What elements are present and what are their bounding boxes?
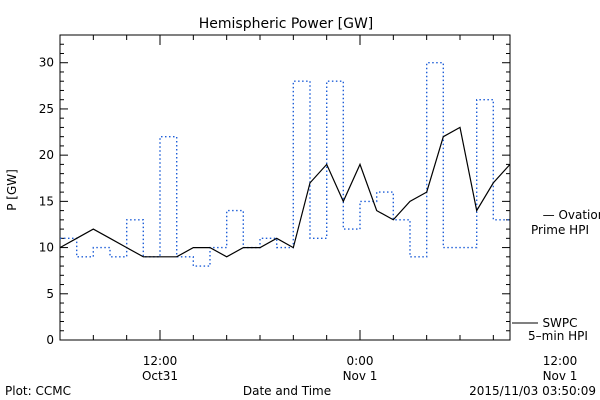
y-tick-label: 25 (39, 102, 54, 116)
chart-title: Hemispheric Power [GW] (199, 16, 374, 32)
legend-swpc-line1: SWPC (542, 316, 577, 330)
x-tick-label-time: 12:00 (543, 354, 578, 368)
series-swpc-line (59, 126, 511, 258)
y-tick-label: 0 (46, 333, 54, 347)
legend-ovation-prime: — Ovation Prime HPI (531, 208, 600, 237)
y-tick-label: 20 (39, 148, 54, 162)
y-tick-label: 15 (39, 194, 54, 208)
y-tick-label: 30 (39, 56, 54, 70)
x-tick-label-date: Oct31 (142, 369, 178, 383)
plot-credit: Plot: CCMC (5, 384, 71, 398)
legend-ovation-line2: Prime HPI (531, 223, 589, 237)
x-axis-label: Date and Time (243, 384, 331, 398)
y-tick-label: 10 (39, 241, 54, 255)
timestamp: 2015/11/03 03:50:09 (469, 384, 596, 398)
y-tick-label: 5 (46, 287, 54, 301)
x-tick-label-date: Nov 1 (343, 369, 378, 383)
x-tick-label-time: 12:00 (143, 354, 178, 368)
series-ovation-prime-line (60, 62, 510, 267)
x-tick-label-time: 0:00 (347, 354, 374, 368)
legend-ovation-line1: — Ovation (543, 208, 600, 222)
y-axis-label: P [GW] (5, 169, 19, 211)
legend-swpc: SWPC 5–min HPI (512, 316, 588, 343)
legend-swpc-line2: 5–min HPI (528, 329, 588, 343)
x-tick-label-date: Nov 1 (543, 369, 578, 383)
tick-marks (59, 34, 510, 341)
y-tick-labels: 0 5 10 15 20 25 30 (39, 56, 54, 347)
plot-frame (59, 34, 511, 341)
